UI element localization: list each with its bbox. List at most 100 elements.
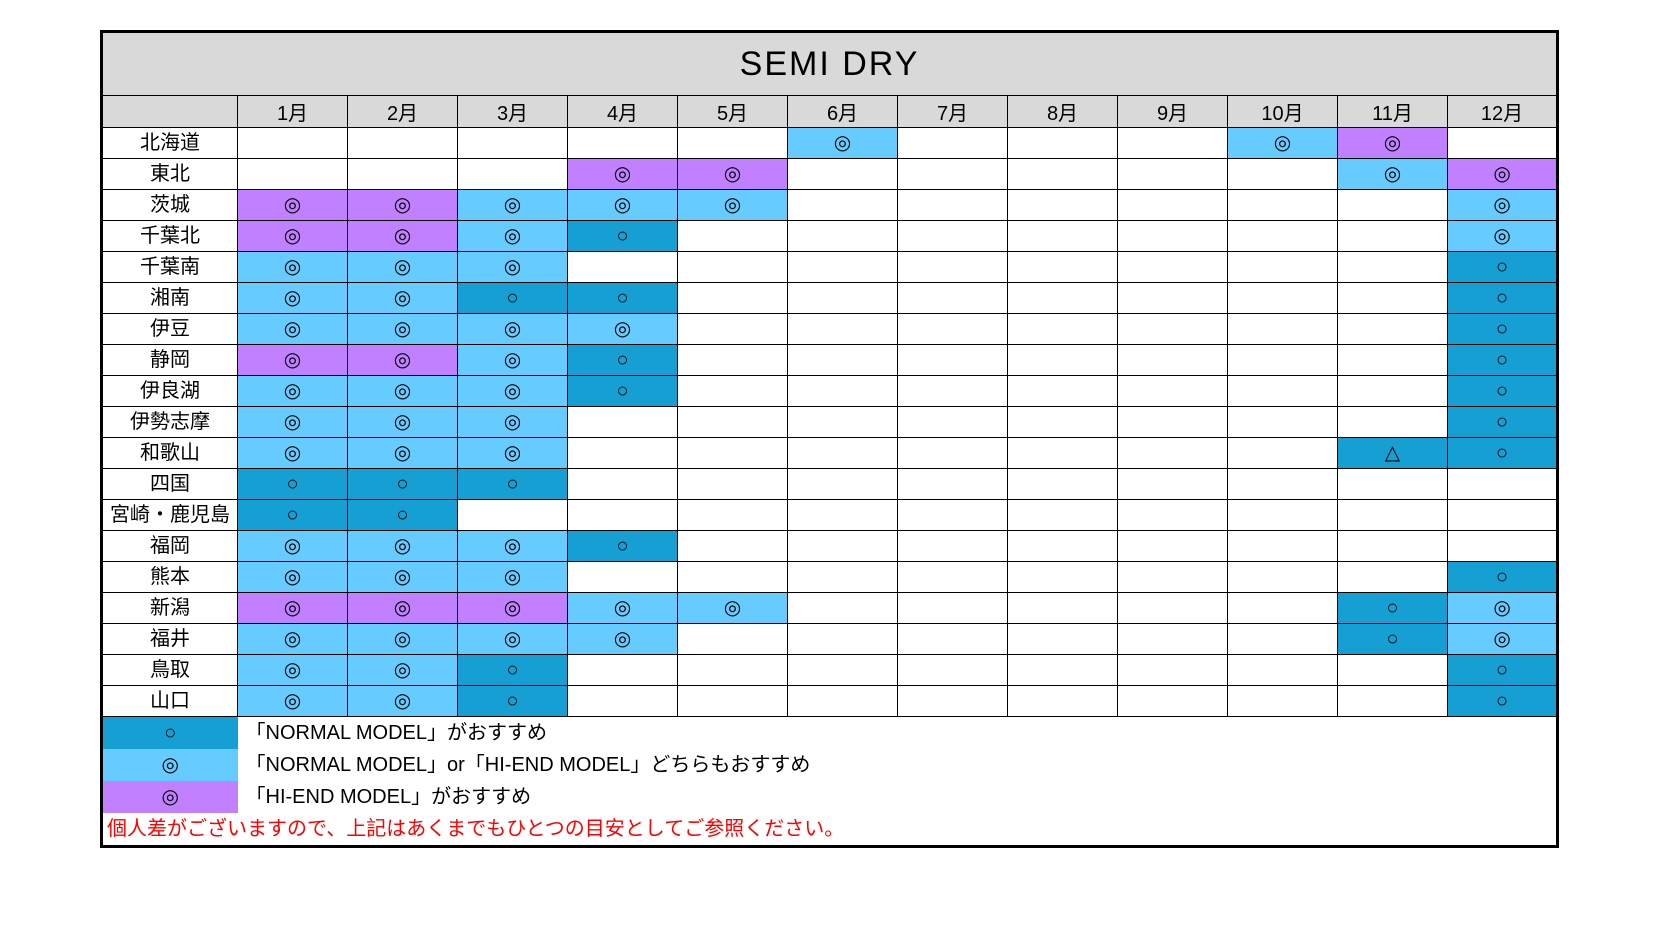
grid-cell: ◎ xyxy=(238,438,348,469)
grid-cell xyxy=(1118,314,1228,345)
grid-cell xyxy=(898,407,1008,438)
grid-cell xyxy=(1118,655,1228,686)
grid-cell xyxy=(1338,500,1448,531)
grid-cell xyxy=(678,624,788,655)
grid-cell: ○ xyxy=(568,531,678,562)
grid-cell: ◎ xyxy=(1228,128,1338,159)
grid-cell: ◎ xyxy=(238,252,348,283)
grid-cell xyxy=(898,376,1008,407)
grid-cell: ◎ xyxy=(458,221,568,252)
grid-cell xyxy=(788,655,898,686)
grid-cell xyxy=(1008,345,1118,376)
grid-cell xyxy=(1228,531,1338,562)
grid-cell xyxy=(678,345,788,376)
legend-text: 「NORMAL MODEL」or「HI-END MODEL」どちらもおすすめ xyxy=(238,749,1558,781)
region-label: 熊本 xyxy=(102,562,238,593)
grid-cell: ○ xyxy=(1448,438,1558,469)
grid-cell: ◎ xyxy=(1338,159,1448,190)
grid-cell: ◎ xyxy=(348,438,458,469)
grid-cell xyxy=(568,438,678,469)
grid-cell: ◎ xyxy=(348,252,458,283)
legend-text: 「HI-END MODEL」がおすすめ xyxy=(238,781,1558,813)
grid-cell xyxy=(1338,283,1448,314)
grid-cell xyxy=(898,562,1008,593)
grid-cell xyxy=(1228,655,1338,686)
grid-cell: ○ xyxy=(1448,562,1558,593)
grid-cell xyxy=(1228,469,1338,500)
grid-cell: ◎ xyxy=(348,562,458,593)
grid-cell: ◎ xyxy=(238,686,348,717)
grid-cell xyxy=(1448,469,1558,500)
grid-cell xyxy=(568,500,678,531)
grid-cell xyxy=(1228,407,1338,438)
grid-cell xyxy=(1118,624,1228,655)
grid-cell xyxy=(458,500,568,531)
grid-cell: ◎ xyxy=(238,190,348,221)
grid-cell: ◎ xyxy=(678,159,788,190)
grid-cell xyxy=(348,159,458,190)
grid-cell xyxy=(458,159,568,190)
grid-cell xyxy=(898,252,1008,283)
grid-cell: ◎ xyxy=(238,593,348,624)
grid-cell xyxy=(1338,345,1448,376)
region-label: 鳥取 xyxy=(102,655,238,686)
grid-cell: ○ xyxy=(348,469,458,500)
grid-cell: ◎ xyxy=(458,624,568,655)
grid-cell xyxy=(678,438,788,469)
grid-cell xyxy=(678,500,788,531)
grid-cell xyxy=(1228,624,1338,655)
grid-cell xyxy=(1228,190,1338,221)
grid-cell: ◎ xyxy=(348,221,458,252)
grid-cell: ◎ xyxy=(458,438,568,469)
grid-cell xyxy=(568,252,678,283)
region-label: 伊良湖 xyxy=(102,376,238,407)
grid-cell xyxy=(1008,221,1118,252)
grid-cell xyxy=(788,314,898,345)
grid-cell: ◎ xyxy=(568,190,678,221)
grid-cell xyxy=(568,686,678,717)
grid-cell xyxy=(898,128,1008,159)
grid-cell xyxy=(1338,531,1448,562)
grid-cell xyxy=(1228,376,1338,407)
grid-cell: ◎ xyxy=(238,562,348,593)
region-label: 新潟 xyxy=(102,593,238,624)
semi-dry-table: SEMI DRY 1月2月3月4月5月6月7月8月9月10月11月12月 北海道… xyxy=(100,30,1559,848)
header-blank xyxy=(102,96,238,128)
grid-cell xyxy=(1118,345,1228,376)
month-header: 4月 xyxy=(568,96,678,128)
grid-cell: ○ xyxy=(1448,283,1558,314)
grid-cell xyxy=(1118,252,1228,283)
grid-cell xyxy=(1008,500,1118,531)
region-label: 和歌山 xyxy=(102,438,238,469)
grid-cell: ◎ xyxy=(348,686,458,717)
grid-cell xyxy=(1338,469,1448,500)
grid-cell xyxy=(1228,593,1338,624)
grid-cell: ○ xyxy=(568,221,678,252)
grid-cell: ◎ xyxy=(568,314,678,345)
grid-cell: ◎ xyxy=(348,345,458,376)
grid-cell xyxy=(678,314,788,345)
region-label: 伊勢志摩 xyxy=(102,407,238,438)
grid-cell xyxy=(788,221,898,252)
region-label: 茨城 xyxy=(102,190,238,221)
month-header: 9月 xyxy=(1118,96,1228,128)
month-header: 2月 xyxy=(348,96,458,128)
grid-cell xyxy=(238,159,348,190)
grid-cell xyxy=(898,159,1008,190)
grid-cell: ◎ xyxy=(1448,190,1558,221)
grid-cell xyxy=(898,531,1008,562)
grid-cell: ○ xyxy=(1448,252,1558,283)
grid-cell xyxy=(1118,128,1228,159)
region-label: 福岡 xyxy=(102,531,238,562)
grid-cell xyxy=(898,686,1008,717)
grid-cell xyxy=(1118,500,1228,531)
grid-cell xyxy=(458,128,568,159)
grid-cell xyxy=(898,283,1008,314)
grid-cell: ◎ xyxy=(348,655,458,686)
grid-cell xyxy=(1338,562,1448,593)
region-label: 伊豆 xyxy=(102,314,238,345)
grid-cell: ○ xyxy=(1448,376,1558,407)
grid-cell xyxy=(1228,252,1338,283)
grid-cell xyxy=(1008,562,1118,593)
grid-cell: ◎ xyxy=(348,283,458,314)
